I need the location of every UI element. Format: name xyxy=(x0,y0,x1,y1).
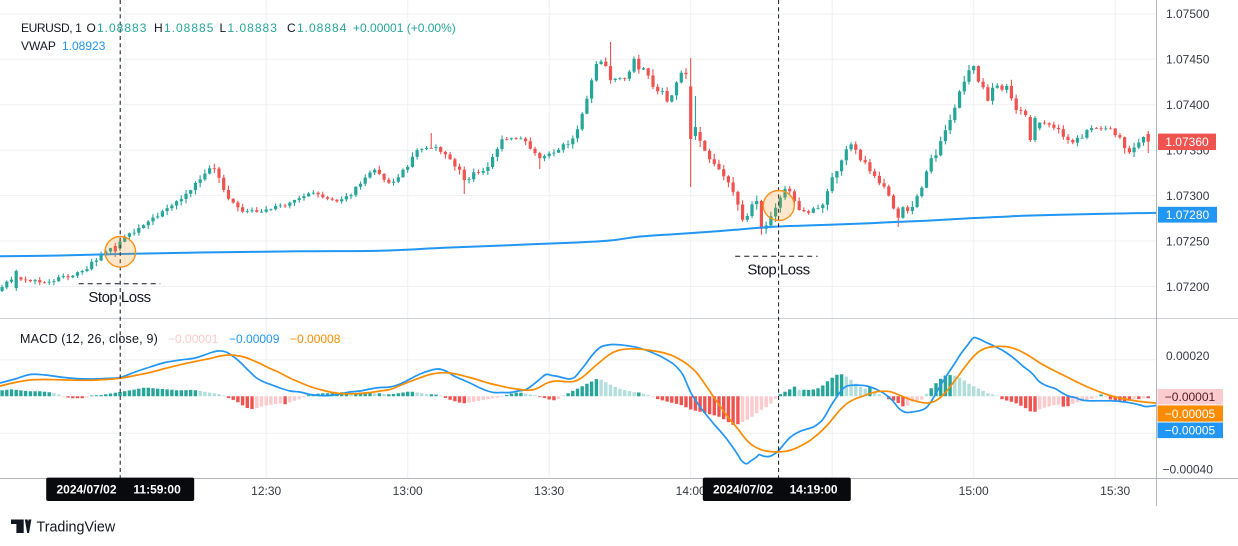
svg-text:13:00: 13:00 xyxy=(393,484,423,498)
svg-text:VWAP: VWAP xyxy=(21,39,56,53)
svg-text:13:30: 13:30 xyxy=(534,484,564,498)
svg-text:−0.00008: −0.00008 xyxy=(290,332,341,346)
svg-text:1.08923: 1.08923 xyxy=(62,39,106,53)
svg-text:MACD (12, 26, close, 9): MACD (12, 26, close, 9) xyxy=(20,332,158,346)
svg-text:1.07400: 1.07400 xyxy=(1166,98,1210,112)
svg-text:1.07250: 1.07250 xyxy=(1166,234,1210,248)
svg-text:−0.00009: −0.00009 xyxy=(229,332,280,346)
svg-text:11:59:00: 11:59:00 xyxy=(133,483,181,497)
svg-text:−0.00040: −0.00040 xyxy=(1163,462,1214,476)
svg-text:1.07450: 1.07450 xyxy=(1166,53,1210,67)
svg-text:1.07280: 1.07280 xyxy=(1166,208,1210,222)
svg-text:1.07500: 1.07500 xyxy=(1166,7,1210,21)
svg-text:1.07300: 1.07300 xyxy=(1166,189,1210,203)
svg-text:−0.00005: −0.00005 xyxy=(1165,407,1216,421)
svg-text:TradingView: TradingView xyxy=(37,520,116,536)
svg-text:2024/07/02: 2024/07/02 xyxy=(713,483,773,497)
svg-text:−0.00001: −0.00001 xyxy=(1165,390,1216,404)
svg-text:−0.00001: −0.00001 xyxy=(168,332,219,346)
svg-text:15:30: 15:30 xyxy=(1100,484,1130,498)
svg-text:0.00020: 0.00020 xyxy=(1166,349,1210,363)
svg-text:12:30: 12:30 xyxy=(251,484,281,498)
svg-text:15:00: 15:00 xyxy=(959,484,989,498)
svg-text:Stop Loss: Stop Loss xyxy=(88,289,150,306)
svg-text:Stop Loss: Stop Loss xyxy=(747,262,809,279)
svg-text:1.07360: 1.07360 xyxy=(1165,135,1209,149)
svg-text:14:19:00: 14:19:00 xyxy=(790,483,838,497)
svg-text:14:00: 14:00 xyxy=(676,484,706,498)
svg-text:2024/07/02: 2024/07/02 xyxy=(56,483,116,497)
svg-text:−0.00005: −0.00005 xyxy=(1165,424,1216,438)
svg-text:1.07200: 1.07200 xyxy=(1166,280,1210,294)
